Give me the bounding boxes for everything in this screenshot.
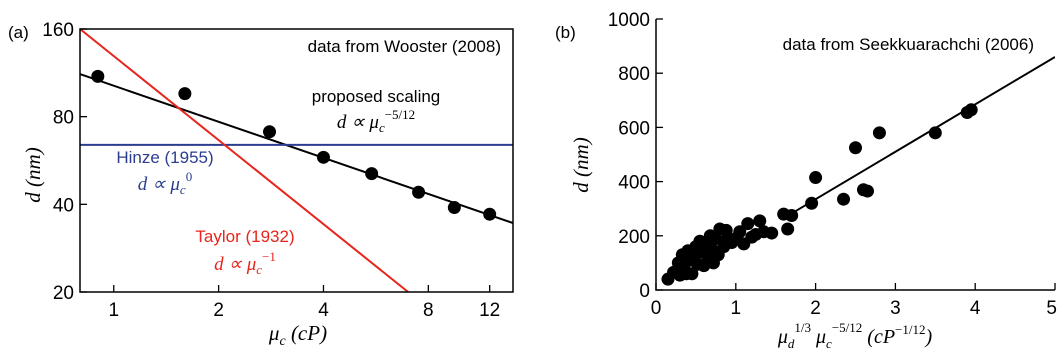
chart-a-points [91, 69, 497, 221]
chart-b-point [849, 141, 862, 155]
chart-b-point [733, 225, 747, 239]
chart-b-y-tick-label: 800 [618, 64, 650, 85]
chart-a-line-3 [80, 29, 409, 292]
chart-b-annotation: data from Seekkuarachchi (2006) [783, 35, 1034, 54]
chart-a-point [91, 69, 105, 83]
chart-b-point [741, 217, 755, 231]
chart-b-x-tick-label: 5 [1046, 298, 1057, 319]
chart-a-y-ticks: 20 40 80 160 [42, 20, 87, 304]
chart-b-x-tick-label: 0 [651, 298, 662, 319]
chart-b-y-tick-label: 0 [639, 281, 650, 302]
chart-b-point [753, 214, 767, 228]
chart-a-x-tick-label: 4 [318, 300, 329, 321]
chart-b-points [661, 103, 978, 286]
proposed-label: proposed scaling [312, 87, 441, 106]
chart-a-point [483, 207, 497, 221]
chart-b-point [964, 103, 978, 117]
chart-a-x-tick-label: 8 [423, 300, 434, 321]
chart-b-point [928, 126, 942, 140]
chart-a-point [178, 87, 192, 101]
chart-b-point [809, 171, 823, 185]
chart-b-x-tick-label: 4 [970, 298, 981, 319]
chart-b-x-ticks: 0 1 2 3 4 5 [651, 283, 1057, 319]
chart-a-frame [79, 28, 514, 293]
chart-a-point [447, 201, 461, 215]
chart-b-x-tick-label: 3 [890, 298, 901, 319]
chart-b-point [785, 208, 799, 222]
chart-b-ylabel: d (nm) [569, 137, 593, 192]
chart-b-y-tick-label: 1000 [608, 10, 650, 31]
chart-b-lines [783, 56, 1055, 220]
panel-label-b: (b) [555, 23, 576, 42]
chart-b-line-1 [783, 56, 1055, 220]
chart-b-xlabel: μd1/3 μc−5/12 (cP−1/12) [777, 320, 933, 351]
chart-b-point [685, 267, 699, 281]
chart-a-point [365, 167, 379, 181]
chart-b-x-tick-label: 1 [731, 298, 742, 319]
chart-a-x-ticks: 1 2 4 8 12 [108, 285, 500, 321]
chart-b-point [872, 126, 886, 140]
chart-a-y-tick-label: 160 [42, 20, 74, 41]
chart-a-lines [80, 29, 513, 292]
chart-b-y-tick-label: 200 [618, 227, 650, 248]
proposed-formula: d ∝ μc−5/12 [337, 107, 415, 135]
taylor-formula: d ∝ μc−1 [214, 249, 276, 277]
chart-a-x-tick-label: 2 [213, 300, 224, 321]
panel-label-a: (a) [8, 23, 29, 42]
chart-a-point [316, 150, 330, 164]
chart-b-y-ticks: 0 200 400 600 800 1000 [608, 10, 663, 302]
chart-a-x-tick-label: 12 [479, 300, 500, 321]
chart-b-point [860, 184, 874, 198]
chart-a-y-tick-label: 20 [53, 283, 74, 304]
chart-a-y-tick-label: 80 [53, 108, 74, 129]
chart-a-ylabel: d (nm) [21, 147, 45, 202]
chart-a-y-tick-label: 40 [53, 195, 74, 216]
chart-b-point [837, 192, 851, 206]
chart-b-x-tick-label: 2 [810, 298, 821, 319]
chart-b: (b) 0 1 2 3 4 5 0 200 400 600 800 1000 data from S… [555, 10, 1057, 351]
chart-b-point [765, 226, 779, 240]
chart-a-xlabel: μc (cP) [268, 321, 327, 349]
chart-a-point [263, 125, 277, 139]
chart-a-x-tick-label: 1 [108, 300, 119, 321]
chart-a-annotation: data from Wooster (2008) [308, 37, 501, 56]
chart-a-point [412, 185, 426, 199]
chart-b-point [805, 196, 819, 210]
chart-b-y-tick-label: 400 [618, 173, 650, 194]
taylor-label: Taylor (1932) [195, 227, 294, 246]
chart-a-line-1 [80, 73, 513, 224]
hinze-formula: d ∝ μc0 [138, 169, 192, 197]
chart-b-y-tick-label: 600 [618, 118, 650, 139]
hinze-label: Hinze (1955) [116, 148, 213, 167]
chart-b-point [781, 222, 795, 236]
